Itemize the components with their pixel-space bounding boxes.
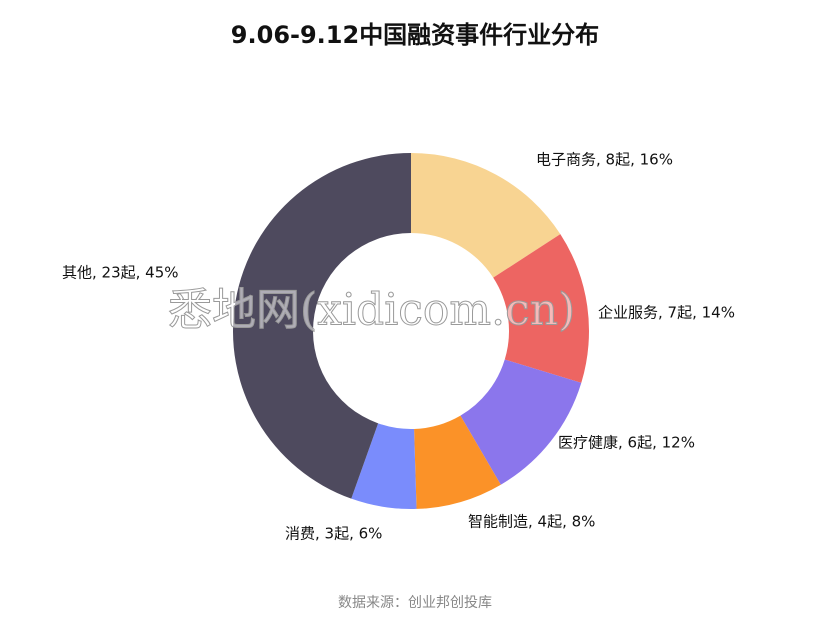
watermark: 悉地网(xidicom.cn) — [168, 285, 575, 336]
slice — [460, 359, 582, 485]
slice — [351, 423, 417, 509]
slice-label: 企业服务, 7起, 14% — [598, 304, 735, 322]
slice-label: 医疗健康, 6起, 12% — [558, 434, 695, 452]
slice-label: 电子商务, 8起, 16% — [536, 151, 673, 169]
slice — [232, 153, 411, 499]
slice — [493, 234, 590, 383]
slice — [411, 153, 561, 278]
slice-label: 消费, 3起, 6% — [285, 525, 382, 543]
chart-title: 9.06-9.12中国融资事件行业分布 — [231, 21, 599, 49]
slice-label: 智能制造, 4起, 8% — [468, 513, 595, 531]
source-note: 数据来源：创业邦创投库 — [338, 595, 492, 611]
slice-label: 其他, 23起, 45% — [62, 264, 179, 282]
slice — [414, 415, 501, 509]
